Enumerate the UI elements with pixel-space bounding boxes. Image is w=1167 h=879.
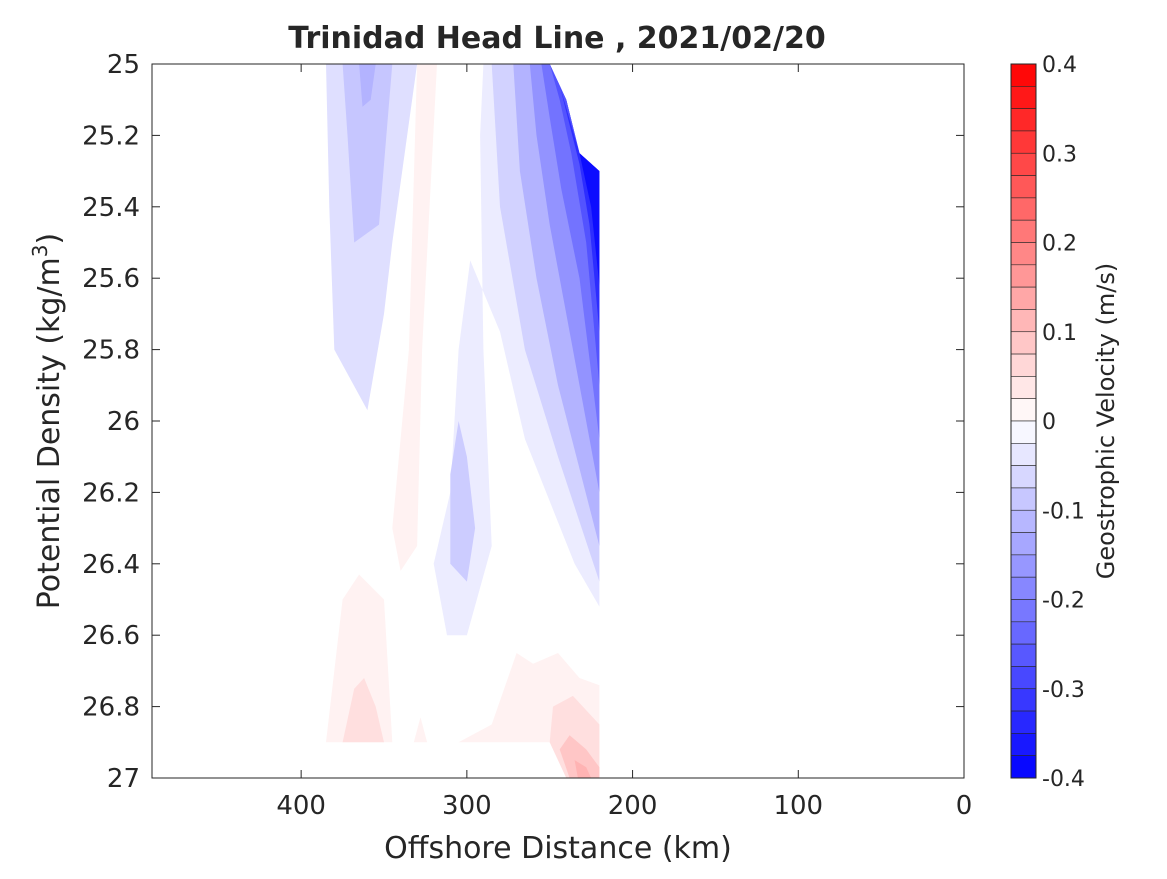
y-tick-label: 25.4 — [82, 193, 140, 223]
colorbar-tick-label: 0.1 — [1042, 321, 1077, 346]
contour-region-deep-mid-positive-sliver — [413, 717, 428, 743]
colorbar-cell — [1010, 733, 1037, 756]
y-tick-label: 27 — [107, 764, 140, 794]
colorbar-tick-label: 0.4 — [1042, 53, 1077, 78]
colorbar-cell — [1010, 130, 1037, 154]
colorbar-tick-label: 0.3 — [1042, 142, 1077, 167]
y-tick-label: 26.6 — [82, 621, 140, 651]
contour-regions — [326, 64, 600, 778]
y-axis-label-superscript: 3 — [28, 244, 52, 257]
y-axis-label-close: ) — [32, 233, 67, 245]
y-tick-label: 26.8 — [82, 693, 140, 723]
contour-region-west-negative-deep — [359, 64, 376, 107]
x-tick-label: 400 — [276, 791, 326, 821]
colorbar-cell — [1010, 286, 1037, 310]
colorbar-cell — [1010, 63, 1037, 87]
colorbar-cell — [1010, 86, 1037, 109]
colorbar-cell — [1010, 666, 1037, 690]
colorbar-cell — [1010, 509, 1037, 533]
colorbar-tick-label: 0 — [1042, 410, 1056, 435]
contour-region-main-negative-6 — [549, 64, 600, 386]
colorbar-cell — [1010, 108, 1037, 132]
colorbar-cell — [1010, 710, 1037, 734]
colorbar-cell — [1010, 331, 1037, 355]
contour-region-deep-west-positive — [326, 574, 393, 743]
colorbar-ticks: 0.4 0.3 0.2 0.1 0 -0.1 -0.2 -0.3 -0.4 — [1042, 53, 1085, 792]
y-axis-label: Potential Density (kg/m3) — [28, 233, 67, 609]
x-tick-label: 200 — [608, 791, 658, 821]
colorbar-cell — [1010, 376, 1037, 399]
x-tick-label: 300 — [442, 791, 492, 821]
colorbar-cell — [1010, 353, 1037, 377]
colorbar-cell — [1010, 152, 1037, 176]
y-tick-label: 25 — [107, 50, 140, 80]
colorbar-cell — [1010, 309, 1037, 333]
contour-region-deep-west-positive-core — [342, 678, 384, 743]
y-tick-label: 26.2 — [82, 478, 140, 508]
colorbar-cell — [1010, 219, 1037, 243]
colorbar-cell — [1010, 465, 1037, 489]
y-axis-ticks: 25 25.2 25.4 25.6 25.8 26 26.2 26.4 26.6 26.8 27 — [82, 50, 964, 794]
y-tick-label: 25.6 — [82, 264, 140, 294]
colorbar-cell — [1010, 621, 1037, 645]
colorbar: 0.4 0.3 0.2 0.1 0 -0.1 -0.2 -0.3 -0.4 Geostrophi… — [1010, 53, 1120, 792]
colorbar-frame — [1010, 63, 1037, 779]
contour-region-main-negative-8 — [579, 153, 600, 286]
colorbar-tick-label: -0.1 — [1042, 499, 1085, 524]
colorbar-cell — [1010, 420, 1037, 444]
colorbar-cell — [1010, 197, 1037, 221]
plot-area: 400 300 200 100 0 25 25.2 25.4 25.6 25.8 26 26.2 26… — [82, 50, 972, 821]
colorbar-cell — [1010, 398, 1037, 422]
colorbar-cell — [1010, 688, 1037, 712]
colorbar-cell — [1010, 242, 1037, 266]
colorbar-tick-label: -0.3 — [1042, 678, 1085, 703]
colorbar-cell — [1010, 487, 1037, 511]
x-tick-label: 100 — [773, 791, 823, 821]
x-tick-label: 0 — [956, 791, 973, 821]
colorbar-cell — [1010, 554, 1037, 578]
contour-region-mid-negative-tongue — [450, 421, 476, 582]
y-tick-label: 26.4 — [82, 550, 140, 580]
colorbar-label: Geostrophic Velocity (m/s) — [1092, 263, 1120, 579]
x-axis-ticks: 400 300 200 100 0 — [276, 64, 972, 821]
colorbar-cells — [1010, 63, 1037, 779]
colorbar-cell — [1010, 599, 1037, 623]
colorbar-cell — [1010, 175, 1037, 199]
y-axis-label-main: Potential Density (kg/m — [32, 257, 67, 609]
colorbar-cell — [1010, 576, 1037, 600]
colorbar-cell — [1010, 532, 1037, 556]
colorbar-cell — [1010, 443, 1037, 466]
y-tick-label: 26 — [107, 407, 140, 437]
colorbar-cell — [1010, 643, 1037, 667]
colorbar-tick-label: -0.4 — [1042, 767, 1085, 792]
contour-region-west-negative-inner — [342, 64, 393, 243]
colorbar-tick-label: 0.2 — [1042, 232, 1077, 257]
chart-title: Trinidad Head Line , 2021/02/20 — [288, 21, 825, 56]
contour-region-deep-east-positive-3 — [559, 735, 600, 778]
y-tick-label: 25.8 — [82, 336, 140, 366]
colorbar-cell — [1010, 755, 1037, 779]
colorbar-tick-label: -0.2 — [1042, 589, 1085, 614]
x-axis-label: Offshore Distance (km) — [384, 831, 732, 866]
contour-region-thin-positive-column — [392, 64, 437, 571]
y-tick-label: 25.2 — [82, 121, 140, 151]
colorbar-cell — [1010, 264, 1037, 288]
contour-region-deep-east-positive-4 — [574, 760, 592, 778]
